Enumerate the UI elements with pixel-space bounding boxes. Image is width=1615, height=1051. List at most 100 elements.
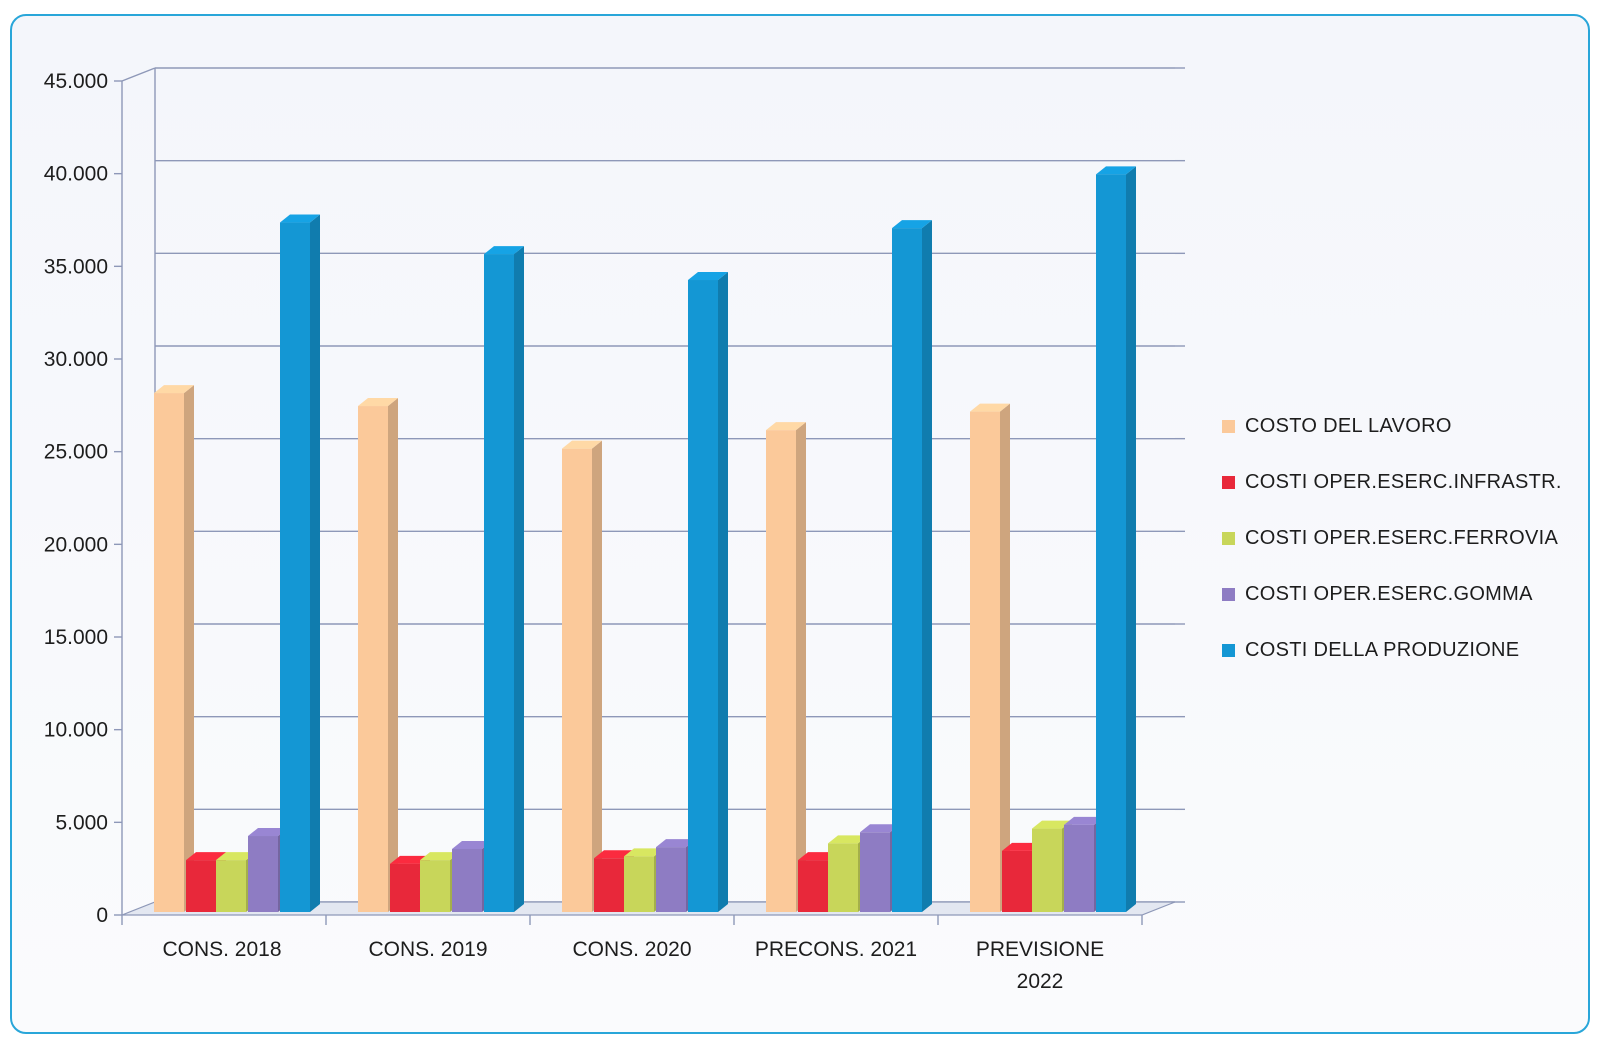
bar-costi-della-produzione-4 <box>1096 166 1136 912</box>
bar-costi-della-produzione-3 <box>892 220 932 912</box>
y-tick-label: 15.000 <box>44 626 108 649</box>
legend-swatch <box>1222 419 1235 433</box>
bar-top <box>1096 166 1136 175</box>
bar-top <box>154 385 194 394</box>
bar-costo-del-lavoro-1 <box>358 398 398 912</box>
y-tick-label: 25.000 <box>44 441 108 464</box>
bar-front <box>1064 824 1094 912</box>
x-tick-label: CONS. 2018 <box>162 938 281 961</box>
bar-top <box>656 839 696 848</box>
bar-top <box>358 398 398 407</box>
bar-front <box>484 254 514 913</box>
legend-item-ferrovia: COSTI OPER.ESERC.FERROVIA <box>1222 510 1562 566</box>
bar-top <box>766 422 806 431</box>
bar-front <box>186 860 216 912</box>
chart-legend: COSTO DEL LAVORO COSTI OPER.ESERC.INFRAS… <box>1222 398 1562 678</box>
bar-front <box>562 448 592 912</box>
bar-top <box>562 440 602 449</box>
y-tick-label: 40.000 <box>44 163 108 186</box>
bar-front <box>452 848 482 912</box>
bar-front <box>154 393 184 913</box>
bar-front <box>594 858 624 912</box>
bar-top <box>828 835 868 844</box>
axis-corner <box>121 67 156 82</box>
x-tick-label: CONS. 2019 <box>368 938 487 961</box>
bar-front <box>1032 828 1062 912</box>
bar-top <box>216 852 256 861</box>
bar-front <box>216 860 246 912</box>
bar-side <box>1126 166 1136 912</box>
bar-front <box>860 832 890 912</box>
bar-front <box>766 430 796 912</box>
y-tick-label: 35.000 <box>44 255 108 278</box>
x-tick-label: CONS. 2020 <box>572 938 691 961</box>
bar-side <box>718 272 728 913</box>
bar-costi-della-produzione-0 <box>280 214 320 912</box>
legend-label: COSTI OPER.ESERC.GOMMA <box>1245 582 1533 605</box>
legend-swatch <box>1222 643 1235 657</box>
legend-label: COSTI DELLA PRODUZIONE <box>1245 638 1520 661</box>
bar-top <box>420 852 460 861</box>
bar-front <box>688 280 718 913</box>
bar-top <box>594 850 634 859</box>
bar-front <box>624 856 654 912</box>
bar-top <box>688 272 728 281</box>
bar-top <box>624 848 664 857</box>
bar-costo-del-lavoro-0 <box>154 385 194 913</box>
bar-top <box>186 852 226 861</box>
bar-side <box>388 398 398 912</box>
legend-item-costi-della-produzione: COSTI DELLA PRODUZIONE <box>1222 622 1562 678</box>
bar-top <box>970 403 1010 412</box>
bar-top <box>1064 816 1104 825</box>
bar-front <box>390 863 420 912</box>
bar-front <box>828 843 858 912</box>
y-tick-label: 5.000 <box>55 811 108 834</box>
bar-costo-del-lavoro-2 <box>562 440 602 912</box>
legend-label: COSTI OPER.ESERC.INFRASTR. <box>1245 470 1562 493</box>
bar-costo-del-lavoro-3 <box>766 422 806 912</box>
bar-front <box>1096 174 1126 912</box>
y-tick-label: 10.000 <box>44 719 108 742</box>
bar-front <box>656 847 686 912</box>
bar-side <box>514 246 524 913</box>
x-tick-label: PREVISIONE <box>976 938 1104 961</box>
y-tick-label: 30.000 <box>44 348 108 371</box>
bar-side <box>184 385 194 913</box>
bar-side <box>592 440 602 912</box>
legend-label: COSTI OPER.ESERC.FERROVIA <box>1245 526 1559 549</box>
y-tick-label: 20.000 <box>44 533 108 556</box>
bar-top <box>280 214 320 223</box>
bar-front <box>248 836 278 912</box>
bar-top <box>1032 820 1072 829</box>
y-tick-label: 0 <box>96 904 108 927</box>
bar-top <box>860 824 900 833</box>
x-tick-label: PRECONS. 2021 <box>755 938 917 961</box>
x-tick-label: 2022 <box>1017 970 1064 993</box>
legend-item-infrastr: COSTI OPER.ESERC.INFRASTR. <box>1222 454 1562 510</box>
legend-swatch <box>1222 475 1235 489</box>
bar-top <box>452 840 492 849</box>
legend-item-costo-del-lavoro: COSTO DEL LAVORO <box>1222 398 1562 454</box>
bar-costi-della-produzione-2 <box>688 272 728 913</box>
bar-side <box>310 214 320 912</box>
bar-side <box>1000 403 1010 912</box>
bar-front <box>420 860 450 912</box>
bar-front <box>798 860 828 912</box>
bar-front <box>1002 850 1032 912</box>
bar-costo-del-lavoro-4 <box>970 403 1010 912</box>
bar-front <box>358 406 388 912</box>
bar-front <box>970 411 1000 912</box>
bar-side <box>922 220 932 912</box>
bar-front <box>280 222 310 912</box>
bar-front <box>892 228 922 912</box>
bar-side <box>796 422 806 912</box>
bar-top <box>484 246 524 255</box>
legend-item-gomma: COSTI OPER.ESERC.GOMMA <box>1222 566 1562 622</box>
bar-costi-della-produzione-1 <box>484 246 524 913</box>
legend-swatch <box>1222 531 1235 545</box>
y-tick-label: 45.000 <box>44 70 108 93</box>
legend-swatch <box>1222 587 1235 601</box>
bar-top <box>892 220 932 229</box>
legend-label: COSTO DEL LAVORO <box>1245 414 1452 437</box>
